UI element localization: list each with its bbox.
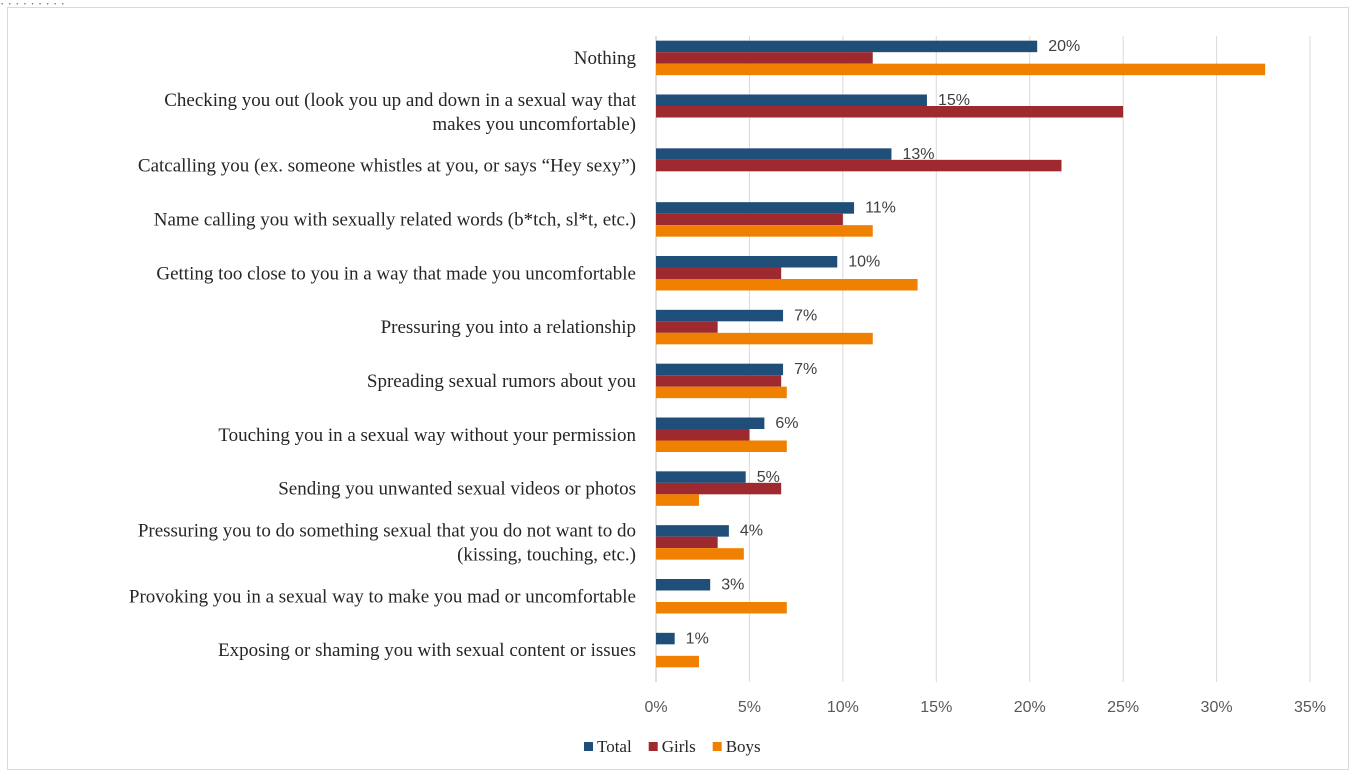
category-label: Catcalling you (ex. someone whistles at … — [138, 156, 636, 177]
x-tick-label: 30% — [1201, 699, 1233, 716]
bar-girls — [656, 106, 1123, 118]
bar-total — [656, 471, 746, 483]
bar-total — [656, 633, 675, 645]
category-label: Sending you unwanted sexual videos or ph… — [278, 479, 636, 500]
category-label: Pressuring you into a relationship — [381, 317, 636, 338]
bar-girls — [656, 537, 718, 549]
bar-total — [656, 41, 1037, 53]
gridlines — [656, 36, 1310, 682]
category-label: Pressuring you to do something sexual th… — [138, 520, 636, 541]
legend-label-girls: Girls — [662, 737, 696, 756]
data-label: 13% — [902, 146, 934, 163]
bar-total — [656, 148, 891, 160]
bar-boys — [656, 548, 744, 560]
legend: Total Girls Boys — [584, 737, 761, 756]
x-tick-label: 25% — [1107, 699, 1139, 716]
x-tick-label: 20% — [1014, 699, 1046, 716]
bar-girls — [656, 160, 1061, 172]
data-label: 1% — [686, 630, 709, 647]
data-label: 4% — [740, 523, 763, 540]
data-label: 7% — [794, 361, 817, 378]
bar-boys — [656, 656, 699, 668]
legend-swatch-girls — [649, 742, 658, 751]
bar-total — [656, 525, 729, 537]
bar-total — [656, 579, 710, 591]
bar-total — [656, 256, 837, 268]
bar-girls — [656, 214, 843, 226]
category-label: Exposing or shaming you with sexual cont… — [218, 640, 636, 661]
category-label: Name calling you with sexually related w… — [154, 209, 636, 230]
legend-label-total: Total — [597, 737, 632, 756]
category-label: (kissing, touching, etc.) — [457, 544, 636, 565]
data-label: 11% — [865, 200, 896, 217]
bar-boys — [656, 64, 1265, 76]
bar-total — [656, 95, 927, 107]
data-label: 5% — [757, 469, 780, 486]
bar-boys — [656, 225, 873, 237]
data-label: 6% — [775, 415, 798, 432]
bar-girls — [656, 375, 781, 387]
bar-girls — [656, 268, 781, 280]
category-label: Nothing — [574, 48, 637, 69]
category-label: Spreading sexual rumors about you — [367, 371, 637, 392]
x-tick-label: 15% — [920, 699, 952, 716]
bar-total — [656, 202, 854, 214]
bar-girls — [656, 321, 718, 333]
legend-swatch-total — [584, 742, 593, 751]
x-tick-label: 5% — [738, 699, 761, 716]
category-label: makes you uncomfortable) — [432, 114, 636, 135]
legend-label-boys: Boys — [726, 737, 761, 756]
bar-total — [656, 310, 783, 322]
bar-boys — [656, 333, 873, 345]
data-label: 15% — [938, 92, 970, 109]
x-tick-label: 10% — [827, 699, 859, 716]
bar-boys — [656, 602, 787, 614]
data-label: 3% — [721, 577, 744, 594]
category-labels: Nothing Checking you out (look you up and… — [129, 48, 637, 661]
category-label: Touching you in a sexual way without you… — [218, 425, 636, 446]
bars — [656, 41, 1265, 668]
bar-girls — [656, 429, 749, 441]
bar-boys — [656, 279, 918, 291]
data-label: 7% — [794, 307, 817, 324]
bar-boys — [656, 387, 787, 399]
bar-girls — [656, 52, 873, 64]
bar-boys — [656, 494, 699, 506]
category-label: Getting too close to you in a way that m… — [156, 263, 636, 284]
bar-boys — [656, 441, 787, 453]
x-axis-ticks: 0% 5% 10% 15% 20% 25% 30% 35% — [644, 699, 1326, 716]
legend-swatch-boys — [713, 742, 722, 751]
bar-total — [656, 418, 764, 430]
bar-total — [656, 364, 783, 376]
data-label: 20% — [1048, 38, 1080, 55]
category-label: Provoking you in a sexual way to make yo… — [129, 586, 636, 607]
x-tick-label: 35% — [1294, 699, 1326, 716]
category-label: Checking you out (look you up and down i… — [164, 90, 636, 111]
x-tick-label: 0% — [644, 699, 667, 716]
data-label: 10% — [848, 254, 880, 271]
